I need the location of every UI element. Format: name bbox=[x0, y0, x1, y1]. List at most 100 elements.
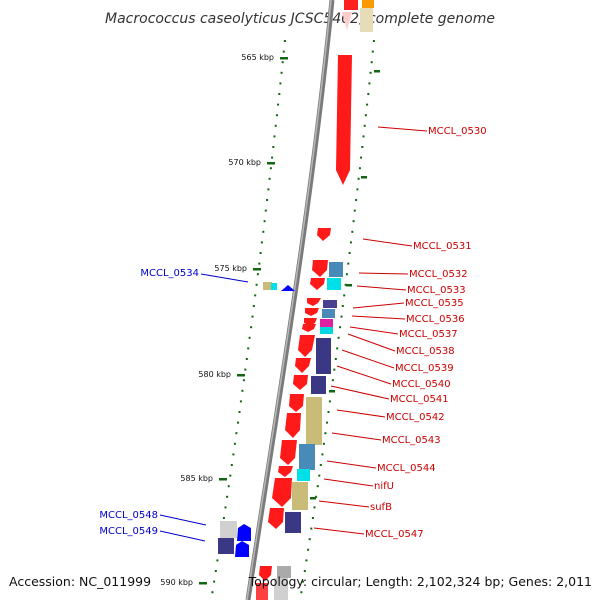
scale-dot bbox=[331, 379, 334, 382]
gene-arrow[interactable] bbox=[305, 308, 319, 316]
gene-arrow[interactable] bbox=[268, 508, 284, 529]
scale-dot bbox=[344, 283, 347, 286]
svg-text:MCCL_0542: MCCL_0542 bbox=[386, 412, 445, 423]
gene-label-mccl-0543[interactable]: MCCL_0543 bbox=[331, 432, 441, 446]
scale-dot bbox=[256, 273, 259, 276]
scale-dot bbox=[247, 347, 250, 350]
svg-text:MCCL_0534: MCCL_0534 bbox=[140, 268, 199, 279]
gene-label-mccl-0539[interactable]: MCCL_0539 bbox=[341, 349, 454, 374]
scale-565: 565 kbp bbox=[241, 53, 288, 62]
gene-arrow[interactable] bbox=[342, 12, 352, 30]
gene-arrow[interactable] bbox=[281, 285, 295, 291]
gene-label-mccl-0538[interactable]: MCCL_0538 bbox=[347, 333, 455, 357]
gene-arrow[interactable] bbox=[298, 335, 315, 357]
scale-dot bbox=[341, 305, 344, 307]
reverse-genes bbox=[218, 282, 295, 557]
gene-label-mccl-0547[interactable]: MCCL_0547 bbox=[313, 527, 424, 540]
gene-arrow[interactable] bbox=[295, 358, 311, 373]
gene-arrow[interactable] bbox=[307, 298, 321, 306]
scale-dot bbox=[370, 61, 373, 64]
scale-dot bbox=[213, 580, 216, 583]
gene-arrow[interactable] bbox=[312, 260, 328, 277]
scale-575: 575 kbp bbox=[214, 264, 261, 273]
gene-label-nifu[interactable]: nifU bbox=[323, 478, 394, 492]
scale-dot bbox=[307, 548, 310, 551]
gene-arrow[interactable] bbox=[237, 524, 251, 541]
scale-tick bbox=[199, 582, 207, 585]
svg-text:MCCL_0549: MCCL_0549 bbox=[99, 526, 158, 537]
scale-tick bbox=[267, 162, 275, 165]
scale-dot bbox=[226, 495, 229, 498]
scale-dot bbox=[267, 188, 270, 191]
gene-label-mccl-0541[interactable]: MCCL_0541 bbox=[330, 385, 449, 405]
scale-tick bbox=[219, 478, 227, 481]
scale-dot bbox=[230, 464, 233, 466]
gene-label-mccl-0536[interactable]: MCCL_0536 bbox=[351, 314, 465, 325]
svg-text:MCCL_0539: MCCL_0539 bbox=[395, 363, 454, 374]
gene-label-mccl-0544[interactable]: MCCL_0544 bbox=[326, 460, 436, 474]
svg-text:MCCL_0535: MCCL_0535 bbox=[405, 298, 464, 309]
gene-label-mccl-0548[interactable]: MCCL_0548 bbox=[99, 510, 207, 526]
gene-label-mccl-0549[interactable]: MCCL_0549 bbox=[99, 526, 206, 542]
scale-label: 565 kbp bbox=[241, 53, 274, 62]
gene-label-mccl-0530[interactable]: MCCL_0530 bbox=[377, 126, 487, 137]
forward-genes bbox=[256, 55, 352, 600]
scale-dot bbox=[347, 262, 350, 265]
gene-label-mccl-0531[interactable]: MCCL_0531 bbox=[362, 238, 472, 252]
scale-dot bbox=[232, 453, 235, 456]
scale-dot bbox=[324, 432, 327, 435]
gene-arrow[interactable] bbox=[310, 278, 325, 290]
gene-label-mccl-0532[interactable]: MCCL_0532 bbox=[358, 269, 468, 280]
scale-dot bbox=[356, 188, 359, 191]
scale-dot bbox=[353, 209, 356, 212]
gene-arrow[interactable] bbox=[302, 324, 316, 332]
gene-arrow[interactable] bbox=[293, 375, 308, 390]
scale-dot bbox=[216, 559, 219, 562]
gene-label-mccl-0540[interactable]: MCCL_0540 bbox=[336, 365, 451, 390]
gene-label-mccl-0533[interactable]: MCCL_0533 bbox=[356, 285, 466, 296]
scale-dot bbox=[305, 559, 308, 562]
scale-dot bbox=[362, 135, 365, 138]
scale-dot bbox=[269, 167, 272, 170]
gene-label-sufb[interactable]: sufB bbox=[318, 500, 392, 513]
cog-block bbox=[271, 283, 277, 290]
scale-dot bbox=[254, 294, 257, 297]
gene-arrow[interactable] bbox=[289, 394, 304, 412]
gene-label-mccl-0542[interactable]: MCCL_0542 bbox=[336, 409, 445, 423]
svg-text:MCCL_0531: MCCL_0531 bbox=[413, 241, 472, 252]
scale-label: 570 kbp bbox=[228, 158, 261, 167]
gene-arrow[interactable] bbox=[344, 0, 358, 10]
scale-dot bbox=[263, 220, 266, 223]
scale-dot bbox=[271, 156, 274, 159]
scale-dot bbox=[302, 580, 305, 583]
gene-label-mccl-0534[interactable]: MCCL_0534 bbox=[140, 268, 249, 283]
scale-dot bbox=[322, 442, 325, 445]
scale-label: 585 kbp bbox=[180, 474, 213, 483]
scale-dot bbox=[310, 527, 313, 530]
gene-arrow[interactable] bbox=[256, 583, 268, 600]
gene-arrow[interactable] bbox=[285, 413, 301, 438]
gene-arrow[interactable] bbox=[336, 55, 352, 185]
scale-dot bbox=[334, 358, 337, 360]
scale-dot bbox=[255, 283, 258, 286]
svg-text:MCCL_0538: MCCL_0538 bbox=[396, 346, 455, 357]
map-title: Macrococcus caseolyticus JCSC5402, compl… bbox=[105, 11, 495, 27]
scale-dot bbox=[283, 40, 286, 42]
gene-arrow[interactable] bbox=[278, 466, 293, 477]
svg-text:MCCL_0536: MCCL_0536 bbox=[406, 314, 465, 325]
scale-dot bbox=[222, 517, 225, 519]
scale-dots-outer bbox=[300, 40, 375, 594]
gene-arrow[interactable] bbox=[235, 541, 249, 557]
gene-arrow[interactable] bbox=[317, 228, 331, 241]
gene-label-mccl-0535[interactable]: MCCL_0535 bbox=[352, 298, 464, 309]
gene-arrow[interactable] bbox=[259, 566, 272, 581]
scale-dot bbox=[345, 273, 348, 276]
scale-dot bbox=[333, 368, 336, 371]
svg-text:MCCL_0537: MCCL_0537 bbox=[399, 329, 458, 340]
gene-arrow[interactable] bbox=[272, 478, 292, 507]
gene-arrow[interactable] bbox=[280, 440, 297, 465]
scale-dot bbox=[211, 591, 214, 594]
scale-dot bbox=[340, 315, 343, 318]
reverse-gene-labels: MCCL_0534 MCCL_0548 MCCL_0549 bbox=[99, 268, 249, 542]
gene-label-mccl-0537[interactable]: MCCL_0537 bbox=[349, 326, 458, 340]
